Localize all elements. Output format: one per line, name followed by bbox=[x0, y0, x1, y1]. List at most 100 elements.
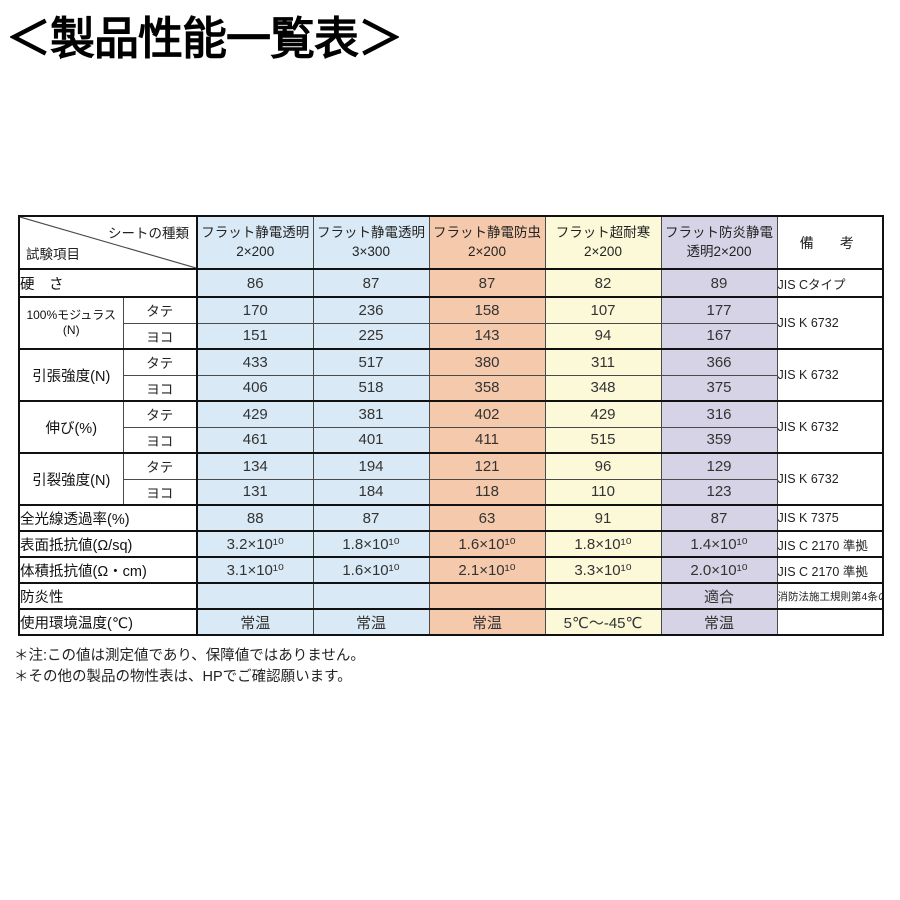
row-elongation-yoko: ヨコ 461 401 411 515 359 bbox=[19, 426, 883, 454]
row-tensile-yoko: ヨコ 406 518 358 348 375 bbox=[19, 374, 883, 402]
data-cell: 107 bbox=[544, 296, 662, 324]
data-cell: 151 bbox=[196, 322, 314, 350]
row-light-transmittance: 全光線透過率(%) 88 87 63 91 87 JIS K 7375 bbox=[18, 504, 884, 532]
data-cell: 123 bbox=[660, 478, 778, 506]
data-cell: 89 bbox=[660, 268, 778, 298]
column-header-static-insect: フラット静電防虫 2×200 bbox=[428, 215, 546, 270]
remark-cell: JIS Cタイプ bbox=[776, 268, 884, 298]
row-elongation-tate: 伸び(%) タテ 429 381 402 429 316 JIS K 6732 bbox=[18, 400, 884, 454]
column-header-line1: フラット超耐寒 bbox=[555, 225, 651, 241]
data-cell: 129 bbox=[660, 452, 778, 480]
data-cell: 348 bbox=[544, 374, 662, 402]
row-label-tear: 引裂強度(N) bbox=[18, 452, 124, 506]
data-cell: 380 bbox=[428, 348, 546, 376]
data-cell: 87 bbox=[428, 268, 546, 298]
data-cell: 3.1×10¹⁰ bbox=[196, 556, 314, 584]
data-cell: 110 bbox=[544, 478, 662, 506]
column-header-line2: 3×300 bbox=[352, 243, 390, 259]
column-header-line2: 2×200 bbox=[236, 243, 275, 259]
data-cell: 406 bbox=[196, 374, 314, 402]
footnotes: ＊注:この値は測定値であり、保障値ではありません。 ＊その他の製品の物性表は、H… bbox=[14, 646, 365, 688]
data-cell: 359 bbox=[660, 426, 778, 454]
data-cell bbox=[312, 582, 430, 610]
data-cell: 167 bbox=[660, 322, 778, 350]
row-label-tensile: 引張強度(N) bbox=[18, 348, 124, 402]
data-cell: 常温 bbox=[428, 608, 546, 636]
data-cell: 358 bbox=[428, 374, 546, 402]
data-cell: 2.1×10¹⁰ bbox=[428, 556, 546, 584]
data-cell: 63 bbox=[428, 504, 546, 532]
data-cell: 常温 bbox=[312, 608, 430, 636]
data-cell: 518 bbox=[312, 374, 430, 402]
row-label-light-transmittance: 全光線透過率(%) bbox=[18, 504, 198, 532]
column-header-line1: フラット静電透明 bbox=[317, 225, 425, 241]
remark-cell: JIS K 6732 bbox=[776, 400, 884, 454]
row-label-flame: 防炎性 bbox=[18, 582, 198, 610]
direction-label-tate: タテ bbox=[122, 296, 198, 324]
direction-label-yoko: ヨコ bbox=[122, 374, 198, 402]
data-cell: 87 bbox=[660, 504, 778, 532]
data-cell: 118 bbox=[428, 478, 546, 506]
row-label-hardness: 硬 さ bbox=[18, 268, 198, 298]
row-label-line1: 100%モジュラス bbox=[26, 308, 117, 322]
diagonal-divider-line bbox=[20, 217, 195, 267]
data-cell: 2.0×10¹⁰ bbox=[660, 556, 778, 584]
column-header-remarks: 備 考 bbox=[776, 215, 884, 270]
data-cell: 381 bbox=[312, 400, 430, 428]
column-header-line1: フラット静電透明 bbox=[201, 225, 310, 241]
data-cell: 158 bbox=[428, 296, 546, 324]
row-tear-yoko: ヨコ 131 184 118 110 123 bbox=[19, 478, 883, 506]
data-cell: 134 bbox=[196, 452, 314, 480]
remark-cell: 消防法施工規則第4条の3 bbox=[776, 582, 884, 610]
data-cell: 131 bbox=[196, 478, 314, 506]
data-cell: 121 bbox=[428, 452, 546, 480]
data-cell: 常温 bbox=[196, 608, 314, 636]
remark-cell: JIS C 2170 準拠 bbox=[776, 556, 884, 584]
data-cell: 96 bbox=[544, 452, 662, 480]
data-cell: 91 bbox=[544, 504, 662, 532]
data-cell: 1.4×10¹⁰ bbox=[660, 530, 778, 558]
direction-label-yoko: ヨコ bbox=[122, 322, 198, 350]
direction-label-yoko: ヨコ bbox=[122, 478, 198, 506]
row-modulus-tate: 100%モジュラス (N) タテ 170 236 158 107 177 JIS… bbox=[18, 296, 884, 350]
data-cell: 402 bbox=[428, 400, 546, 428]
data-cell: 1.6×10¹⁰ bbox=[312, 556, 430, 584]
remark-cell: JIS K 6732 bbox=[776, 348, 884, 402]
data-cell: 177 bbox=[660, 296, 778, 324]
direction-label-tate: タテ bbox=[122, 452, 198, 480]
data-cell: 3.3×10¹⁰ bbox=[544, 556, 662, 584]
remark-cell bbox=[776, 608, 884, 636]
column-header-flame-static-clear: フラット防炎静電 透明2×200 bbox=[660, 215, 778, 270]
remark-cell: JIS K 6732 bbox=[776, 452, 884, 506]
data-cell: 429 bbox=[196, 400, 314, 428]
column-header-line1: フラット防炎静電 bbox=[665, 225, 773, 241]
remark-cell: JIS C 2170 準拠 bbox=[776, 530, 884, 558]
data-cell: 194 bbox=[312, 452, 430, 480]
direction-label-yoko: ヨコ bbox=[122, 426, 198, 454]
header-row: シートの種類 試験項目 フラット静電透明 2×200 フラット静電透明 3×30… bbox=[18, 215, 884, 270]
data-cell bbox=[544, 582, 662, 610]
data-cell: 411 bbox=[428, 426, 546, 454]
direction-label-tate: タテ bbox=[122, 348, 198, 376]
data-cell: 3.2×10¹⁰ bbox=[196, 530, 314, 558]
data-cell: 461 bbox=[196, 426, 314, 454]
data-cell: 184 bbox=[312, 478, 430, 506]
data-cell: 366 bbox=[660, 348, 778, 376]
data-cell: 適合 bbox=[660, 582, 778, 610]
remark-cell: JIS K 6732 bbox=[776, 296, 884, 350]
footnote-other-products: ＊その他の製品の物性表は、HPでご確認願います。 bbox=[14, 669, 352, 686]
footnote-measured-values: ＊注:この値は測定値であり、保障値ではありません。 bbox=[14, 648, 365, 664]
data-cell: 225 bbox=[312, 322, 430, 350]
row-label-surface-resistance: 表面抵抗値(Ω/sq) bbox=[18, 530, 198, 558]
data-cell: 375 bbox=[660, 374, 778, 402]
row-hardness: 硬 さ 86 87 87 82 89 JIS Cタイプ bbox=[18, 268, 884, 298]
row-label-temperature: 使用環境温度(℃) bbox=[18, 608, 198, 636]
column-header-static-clear-3x300: フラット静電透明 3×300 bbox=[312, 215, 430, 270]
data-cell: 1.6×10¹⁰ bbox=[428, 530, 546, 558]
direction-label-tate: タテ bbox=[122, 400, 198, 428]
data-cell: 94 bbox=[544, 322, 662, 350]
data-cell: 517 bbox=[312, 348, 430, 376]
row-tensile-tate: 引張強度(N) タテ 433 517 380 311 366 JIS K 673… bbox=[18, 348, 884, 402]
row-volume-resistance: 体積抵抗値(Ω・cm) 3.1×10¹⁰ 1.6×10¹⁰ 2.1×10¹⁰ 3… bbox=[18, 556, 884, 584]
